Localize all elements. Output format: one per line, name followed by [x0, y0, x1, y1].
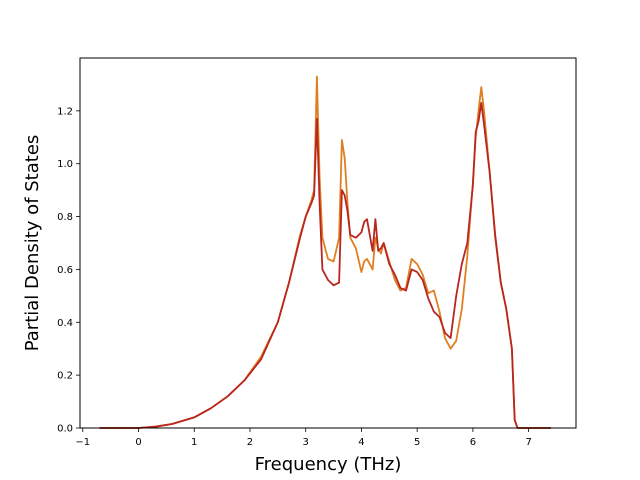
x-tick-label: 4 — [358, 437, 364, 448]
x-tick-label: 7 — [525, 437, 531, 448]
y-tick-label: 1.0 — [57, 159, 73, 170]
x-tick-label: 6 — [470, 437, 476, 448]
x-tick-label: −1 — [75, 437, 90, 448]
x-tick-label: 5 — [414, 437, 420, 448]
y-tick-label: 0.8 — [57, 212, 73, 223]
y-tick-label: 0.0 — [57, 424, 73, 435]
x-axis-ticks: −1 0 1 2 3 4 5 6 7 — [75, 428, 532, 448]
series-layer — [99, 75, 551, 429]
x-tick-label: 1 — [191, 437, 197, 448]
series-line-2 — [99, 102, 551, 429]
y-axis-ticks: 0.0 0.2 0.4 0.6 0.8 1.0 1.2 — [57, 106, 80, 435]
y-tick-label: 0.4 — [57, 318, 73, 329]
y-axis-label: Partial Density of States — [22, 135, 43, 352]
y-tick-label: 1.2 — [57, 106, 73, 117]
x-tick-label: 3 — [303, 437, 309, 448]
x-tick-label: 0 — [135, 437, 141, 448]
y-tick-label: 0.6 — [57, 265, 73, 276]
plot-frame — [79, 57, 577, 429]
x-axis-label: Frequency (THz) — [255, 454, 402, 475]
x-tick-label: 2 — [247, 437, 253, 448]
y-tick-label: 0.2 — [57, 371, 73, 382]
